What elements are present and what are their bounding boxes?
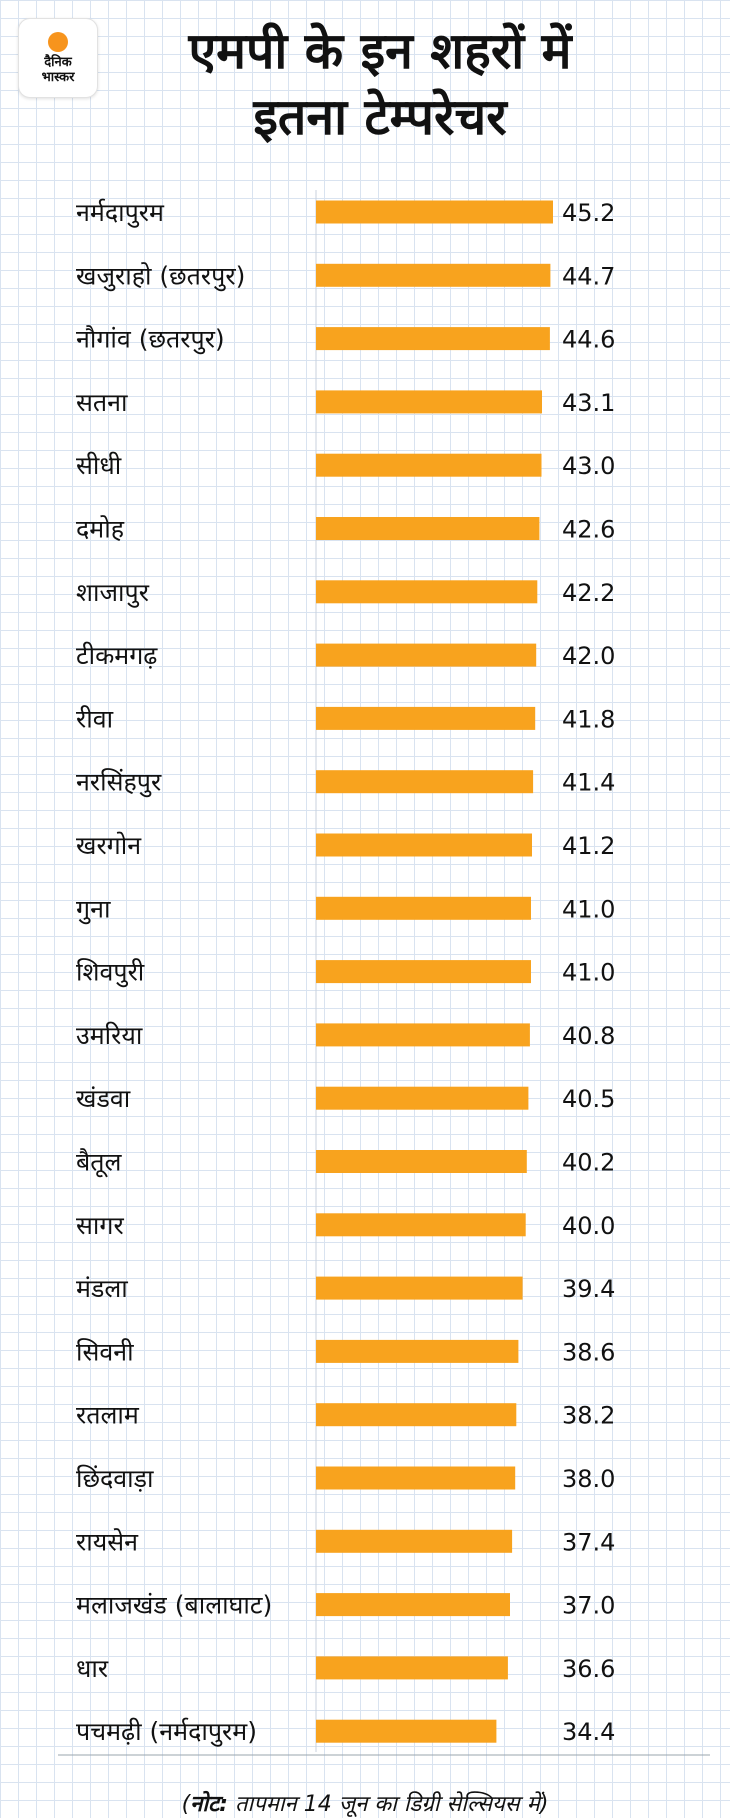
chart-title-line-2: इतना टेम्परेचर	[253, 88, 507, 146]
category-label: बैतूल	[76, 1148, 123, 1178]
bar	[316, 1276, 523, 1300]
value-label: 42.6	[562, 516, 615, 544]
category-label: धार	[76, 1654, 109, 1683]
bar	[316, 1023, 530, 1047]
value-label: 40.0	[562, 1212, 615, 1240]
chart-title-line-1: एमपी के इन शहरों में	[188, 22, 572, 80]
footnote-label: नोट:	[190, 1792, 228, 1817]
logo-line-1: दैनिक	[44, 54, 72, 70]
value-label: 40.2	[562, 1149, 615, 1177]
value-label: 38.6	[562, 1338, 615, 1366]
bar	[316, 706, 536, 730]
footnote-text: तापमान 14 जून का डिग्री सेल्सियस में)	[227, 1792, 549, 1817]
bar	[316, 453, 542, 477]
value-label: 44.6	[562, 326, 615, 354]
category-label: शाजापुर	[76, 578, 150, 608]
category-label: खरगोन	[76, 831, 142, 860]
bar	[316, 200, 553, 224]
bar	[316, 833, 532, 857]
bar	[316, 1466, 516, 1490]
bar	[316, 1593, 510, 1617]
bar	[316, 643, 537, 667]
category-label: रतलाम	[76, 1401, 140, 1430]
value-label: 43.1	[562, 389, 615, 417]
bar	[316, 1213, 526, 1237]
value-label: 38.0	[562, 1465, 615, 1493]
category-label: दमोह	[76, 515, 125, 544]
bar	[316, 770, 534, 794]
value-label: 42.2	[562, 579, 615, 607]
value-label: 42.0	[562, 642, 615, 670]
bar	[316, 1719, 497, 1743]
bar	[316, 263, 551, 287]
value-label: 40.5	[562, 1085, 615, 1113]
value-label: 41.8	[562, 705, 615, 733]
bar	[316, 1656, 508, 1680]
category-label: उमरिया	[76, 1021, 143, 1050]
category-label: मंडला	[76, 1274, 128, 1303]
category-label: सतना	[76, 388, 128, 417]
category-label: रीवा	[76, 704, 114, 733]
category-label: रायसेन	[76, 1527, 139, 1556]
value-label: 41.0	[562, 895, 615, 923]
bar	[316, 1339, 519, 1363]
category-label: पचमढ़ी (नर्मदापुरम)	[76, 1717, 257, 1747]
logo-line-2: भास्कर	[41, 69, 75, 85]
value-label: 38.2	[562, 1402, 615, 1430]
value-label: 40.8	[562, 1022, 615, 1050]
value-label: 36.6	[562, 1655, 615, 1683]
bar	[316, 327, 550, 351]
value-label: 43.0	[562, 452, 615, 480]
bar	[316, 390, 542, 414]
bar	[316, 1150, 527, 1173]
category-label: सिवनी	[76, 1337, 134, 1366]
value-label: 41.0	[562, 959, 615, 987]
category-label: खजुराहो (छतरपुर)	[76, 261, 245, 291]
bar	[316, 1086, 529, 1110]
bar	[316, 1403, 517, 1427]
category-label: नौगांव (छतरपुर)	[76, 325, 225, 355]
category-label: गुना	[76, 894, 111, 924]
footnote: (नोट: तापमान 14 जून का डिग्री सेल्सियस म…	[0, 1788, 730, 1818]
value-label: 39.4	[562, 1275, 615, 1303]
value-label: 41.4	[562, 769, 615, 797]
category-label: शिवपुरी	[76, 958, 145, 988]
category-label: मलाजखंड (बालाघाट)	[76, 1591, 272, 1620]
footnote-open: (	[181, 1792, 191, 1817]
value-label: 37.4	[562, 1528, 615, 1556]
value-label: 37.0	[562, 1592, 615, 1620]
bar	[316, 1529, 513, 1553]
category-label: नर्मदापुरम	[76, 198, 165, 228]
category-label: खंडवा	[76, 1084, 131, 1113]
value-label: 45.2	[562, 199, 615, 227]
bar	[316, 580, 538, 604]
bar	[316, 960, 531, 984]
dainik-bhaskar-logo: दैनिक भास्कर	[18, 18, 98, 98]
category-label: सीधी	[76, 451, 122, 480]
value-label: 44.7	[562, 262, 615, 290]
bar	[316, 896, 531, 920]
category-label: टीकमगढ़	[76, 641, 158, 670]
logo-dot-icon	[48, 31, 68, 52]
bar	[316, 517, 540, 540]
chart-title: एमपी के इन शहरों में इतना टेम्परेचर	[110, 18, 650, 150]
value-label: 41.2	[562, 832, 615, 860]
category-label: सागर	[76, 1211, 124, 1240]
value-label: 34.4	[562, 1718, 615, 1746]
category-label: छिंदवाड़ा	[76, 1464, 154, 1493]
category-label: नरसिंहपुर	[76, 768, 162, 798]
